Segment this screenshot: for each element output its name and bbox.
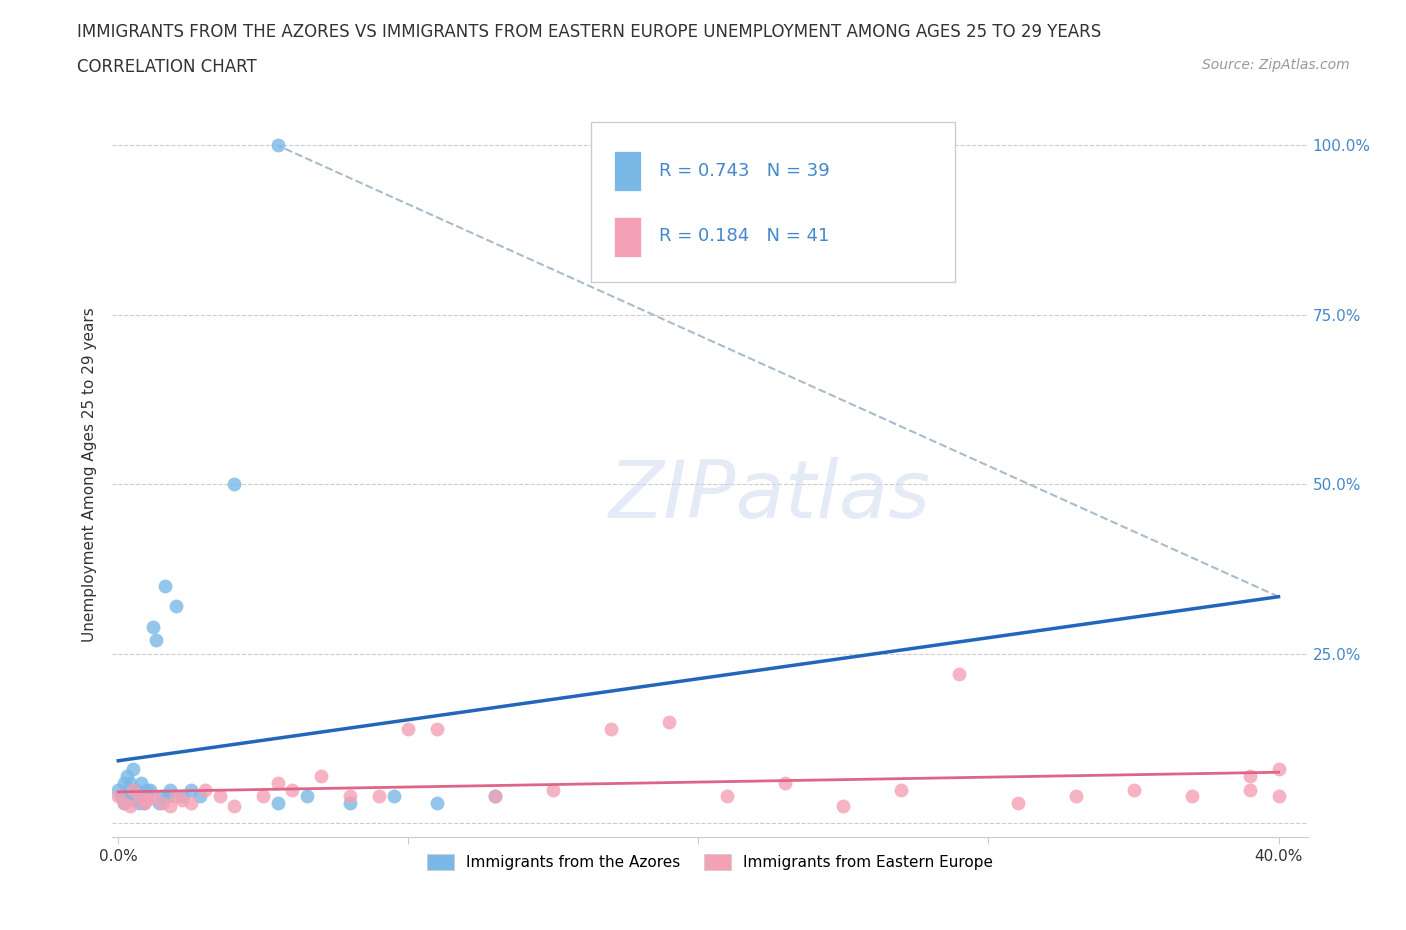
Point [396, 721, 419, 736]
Point [658, 714, 681, 729]
Point [136, 792, 159, 807]
Point [112, 796, 135, 811]
Point [543, 782, 565, 797]
Point [172, 792, 194, 807]
Point [1122, 782, 1144, 797]
Point [224, 799, 246, 814]
Point [128, 789, 150, 804]
Point [339, 796, 361, 811]
FancyBboxPatch shape [614, 152, 641, 192]
Point [153, 578, 176, 593]
Point [128, 789, 150, 804]
FancyBboxPatch shape [614, 217, 641, 257]
Point [252, 789, 274, 804]
Point [716, 789, 738, 804]
Point [110, 789, 132, 804]
Point [131, 789, 153, 804]
Point [112, 796, 135, 811]
Point [1239, 768, 1261, 783]
Point [136, 782, 159, 797]
Point [188, 789, 211, 804]
Point [128, 796, 150, 811]
Point [165, 789, 187, 804]
Point [150, 796, 173, 811]
Point [121, 792, 143, 807]
Point [172, 789, 194, 804]
Point [382, 789, 405, 804]
Point [890, 782, 912, 797]
Text: Source: ZipAtlas.com: Source: ZipAtlas.com [1202, 58, 1350, 72]
Text: IMMIGRANTS FROM THE AZORES VS IMMIGRANTS FROM EASTERN EUROPE UNEMPLOYMENT AMONG : IMMIGRANTS FROM THE AZORES VS IMMIGRANTS… [77, 23, 1101, 41]
Point [125, 789, 148, 804]
Point [484, 789, 506, 804]
Point [148, 796, 170, 811]
Point [165, 599, 187, 614]
Point [118, 799, 141, 814]
Point [121, 762, 143, 777]
Point [948, 667, 970, 682]
Point [311, 768, 333, 783]
Point [150, 789, 173, 804]
Point [832, 799, 855, 814]
Point [368, 789, 391, 804]
Point [134, 796, 156, 811]
Text: ZIPatlas: ZIPatlas [609, 457, 931, 535]
Point [194, 782, 217, 797]
Point [208, 789, 231, 804]
Point [1007, 796, 1029, 811]
Point [600, 721, 623, 736]
Point [134, 796, 156, 811]
Point [107, 782, 129, 797]
Point [118, 776, 141, 790]
Point [118, 782, 141, 797]
Text: CORRELATION CHART: CORRELATION CHART [77, 58, 257, 75]
Point [426, 796, 449, 811]
Y-axis label: Unemployment Among Ages 25 to 29 years: Unemployment Among Ages 25 to 29 years [82, 307, 97, 642]
Point [131, 776, 153, 790]
Point [156, 789, 179, 804]
Point [115, 789, 138, 804]
Point [142, 619, 165, 634]
Point [112, 776, 135, 790]
Point [145, 633, 167, 648]
Point [1180, 789, 1202, 804]
Point [107, 789, 129, 804]
Point [159, 782, 181, 797]
Text: R = 0.184   N = 41: R = 0.184 N = 41 [658, 227, 830, 246]
Point [180, 782, 202, 797]
Point [142, 789, 165, 804]
Point [295, 789, 318, 804]
Point [224, 477, 246, 492]
Point [1064, 789, 1087, 804]
Text: R = 0.743   N = 39: R = 0.743 N = 39 [658, 162, 830, 180]
Point [426, 721, 449, 736]
Point [267, 796, 290, 811]
Point [281, 782, 304, 797]
Point [267, 776, 290, 790]
Point [339, 789, 361, 804]
Legend: Immigrants from the Azores, Immigrants from Eastern Europe: Immigrants from the Azores, Immigrants f… [420, 848, 1000, 876]
Point [121, 782, 143, 797]
Point [1267, 762, 1289, 777]
Point [159, 799, 181, 814]
Point [484, 789, 506, 804]
Point [136, 789, 159, 804]
Point [180, 796, 202, 811]
Point [115, 768, 138, 783]
Point [775, 776, 797, 790]
Point [1239, 782, 1261, 797]
Point [139, 782, 162, 797]
Point [125, 782, 148, 797]
Point [1267, 789, 1289, 804]
FancyBboxPatch shape [591, 123, 955, 282]
Point [267, 138, 290, 153]
